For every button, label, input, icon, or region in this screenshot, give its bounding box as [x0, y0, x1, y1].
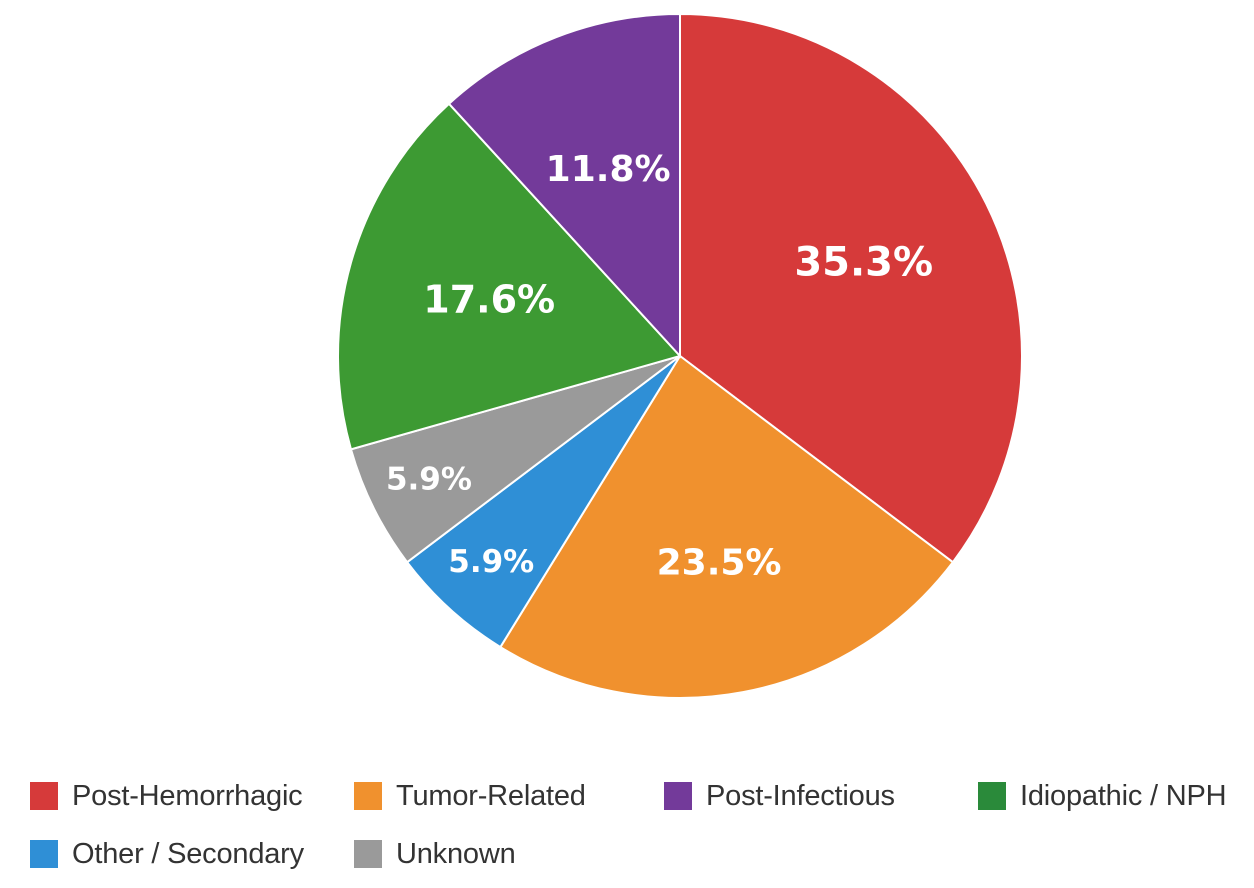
legend-item-other-secondary: Other / Secondary	[30, 836, 304, 872]
legend-item-idiopathic-nph: Idiopathic / NPH	[978, 778, 1227, 814]
legend-swatch-post-hemorrhagic	[30, 782, 58, 810]
pie-slice-post-infectious	[447, 12, 681, 359]
legend-swatch-idiopathic-nph	[978, 782, 1006, 810]
pie-slice-post-hemorrhagic	[679, 12, 1023, 564]
slice-label-post-infectious: 11.8%	[546, 149, 671, 190]
pie-slice-idiopathic-nph	[337, 102, 682, 451]
slice-label-other-secondary: 5.9%	[448, 544, 534, 580]
legend-swatch-tumor-related	[354, 782, 382, 810]
pie-slice-unknown	[349, 355, 681, 564]
legend-label-post-hemorrhagic: Post-Hemorrhagic	[72, 779, 303, 812]
legend-item-tumor-related: Tumor-Related	[354, 778, 586, 814]
legend-swatch-post-infectious	[664, 782, 692, 810]
legend-label-unknown: Unknown	[396, 837, 516, 870]
legend-label-tumor-related: Tumor-Related	[396, 779, 586, 812]
legend-label-idiopathic-nph: Idiopathic / NPH	[1020, 779, 1227, 812]
legend-item-unknown: Unknown	[354, 836, 516, 872]
pie-slice-other-secondary	[405, 355, 681, 649]
slice-label-unknown: 5.9%	[386, 461, 472, 497]
legend-item-post-infectious: Post-Infectious	[664, 778, 895, 814]
slice-label-post-hemorrhagic: 35.3%	[794, 240, 933, 286]
legend-swatch-other-secondary	[30, 840, 58, 868]
legend-label-post-infectious: Post-Infectious	[706, 779, 895, 812]
slice-label-idiopathic-nph: 17.6%	[423, 277, 555, 321]
legend-item-post-hemorrhagic: Post-Hemorrhagic	[30, 778, 303, 814]
pie-slice-tumor-related	[499, 354, 955, 699]
legend-label-other-secondary: Other / Secondary	[72, 837, 304, 870]
slice-label-tumor-related: 23.5%	[657, 542, 782, 583]
pie-chart: 35.3% 23.5% 5.9% 5.9% 17.6% 11.8%	[337, 12, 1023, 699]
pie-chart-svg: 35.3% 23.5% 5.9% 5.9% 17.6% 11.8%	[337, 12, 1023, 699]
legend-swatch-unknown	[354, 840, 382, 868]
